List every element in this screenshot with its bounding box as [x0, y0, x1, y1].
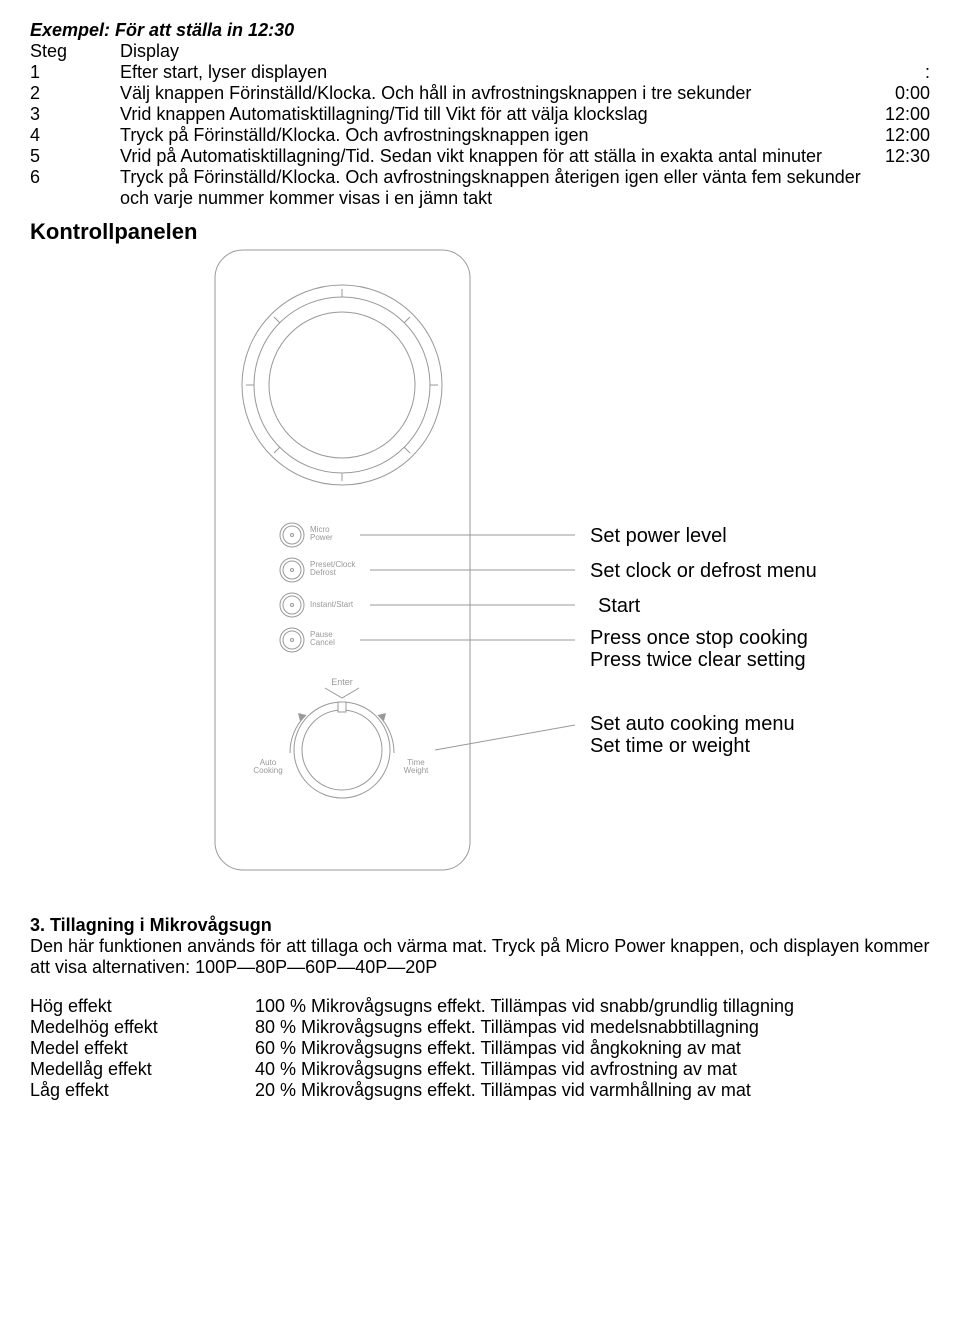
step-disp: 0:00: [870, 83, 930, 104]
example-title: Exempel: För att ställa in 12:30: [30, 20, 930, 41]
header-display: Display: [120, 41, 870, 62]
svg-text:Defrost: Defrost: [310, 568, 337, 577]
step-num: 4: [30, 125, 120, 146]
control-panel-diagram: Micro Power Preset/Clock Defrost Instant…: [30, 245, 930, 885]
step-num: 6: [30, 167, 120, 188]
step-disp: 12:30: [870, 146, 930, 167]
callout-clock: Set clock or defrost menu: [590, 560, 817, 583]
table-row: 4 Tryck på Förinställd/Klocka. Och avfro…: [30, 125, 930, 146]
table-row: Medelhög effekt 80 % Mikrovågsugns effek…: [30, 1017, 930, 1038]
step-desc: Efter start, lyser displayen: [120, 62, 870, 83]
effect-label: Låg effekt: [30, 1080, 255, 1101]
table-row: Låg effekt 20 % Mikrovågsugns effekt. Ti…: [30, 1080, 930, 1101]
effect-desc: 20 % Mikrovågsugns effekt. Tillämpas vid…: [255, 1080, 930, 1101]
effect-table: Hög effekt 100 % Mikrovågsugns effekt. T…: [30, 996, 930, 1101]
table-row: 1 Efter start, lyser displayen :: [30, 62, 930, 83]
step-num: 3: [30, 104, 120, 125]
section3-title: 3. Tillagning i Mikrovågsugn: [30, 915, 272, 935]
svg-text:Enter: Enter: [331, 677, 353, 687]
step-disp: 12:00: [870, 125, 930, 146]
svg-text:Weight: Weight: [404, 766, 430, 775]
callout-pause-2: Press twice clear setting: [590, 649, 806, 672]
step-num: 5: [30, 146, 120, 167]
effect-label: Medel effekt: [30, 1038, 255, 1059]
effect-label: Medelhög effekt: [30, 1017, 255, 1038]
callout-power: Set power level: [590, 525, 727, 548]
callout-knob-2: Set time or weight: [590, 735, 750, 758]
svg-text:Cooking: Cooking: [253, 766, 282, 775]
table-row: 5 Vrid på Automatisktillagning/Tid. Seda…: [30, 146, 930, 167]
table-row: 2 Välj knappen Förinställd/Klocka. Och h…: [30, 83, 930, 104]
table-row: 6 Tryck på Förinställd/Klocka. Och avfro…: [30, 167, 930, 209]
step-table: Steg Display 1 Efter start, lyser displa…: [30, 41, 930, 209]
step-disp: :: [870, 62, 930, 83]
step-desc: Välj knappen Förinställd/Klocka. Och hål…: [120, 83, 870, 104]
svg-text:Power: Power: [310, 533, 333, 542]
step-disp: 12:00: [870, 104, 930, 125]
step-desc: Vrid knappen Automatisktillagning/Tid ti…: [120, 104, 870, 125]
callout-pause-1: Press once stop cooking: [590, 627, 808, 650]
effect-label: Medellåg effekt: [30, 1059, 255, 1080]
step-desc: Tryck på Förinställd/Klocka. Och avfrost…: [120, 167, 870, 209]
step-num: 1: [30, 62, 120, 83]
effect-label: Hög effekt: [30, 996, 255, 1017]
table-row: Hög effekt 100 % Mikrovågsugns effekt. T…: [30, 996, 930, 1017]
step-desc: Vrid på Automatisktillagning/Tid. Sedan …: [120, 146, 870, 167]
table-row: Medel effekt 60 % Mikrovågsugns effekt. …: [30, 1038, 930, 1059]
effect-desc: 60 % Mikrovågsugns effekt. Tillämpas vid…: [255, 1038, 930, 1059]
callout-start: Start: [598, 595, 640, 618]
control-panel-title: Kontrollpanelen: [30, 219, 930, 245]
panel-svg: Micro Power Preset/Clock Defrost Instant…: [210, 245, 580, 885]
effect-desc: 40 % Mikrovågsugns effekt. Tillämpas vid…: [255, 1059, 930, 1080]
table-row: Medellåg effekt 40 % Mikrovågsugns effek…: [30, 1059, 930, 1080]
table-row: 3 Vrid knappen Automatisktillagning/Tid …: [30, 104, 930, 125]
svg-text:Instant/Start: Instant/Start: [310, 600, 354, 609]
svg-text:Cancel: Cancel: [310, 638, 335, 647]
step-desc: Tryck på Förinställd/Klocka. Och avfrost…: [120, 125, 870, 146]
header-step: Steg: [30, 41, 120, 62]
effect-desc: 100 % Mikrovågsugns effekt. Tillämpas vi…: [255, 996, 930, 1017]
step-num: 2: [30, 83, 120, 104]
section3-body: Den här funktionen används för att tilla…: [30, 936, 930, 978]
callout-knob-1: Set auto cooking menu: [590, 713, 795, 736]
effect-desc: 80 % Mikrovågsugns effekt. Tillämpas vid…: [255, 1017, 930, 1038]
